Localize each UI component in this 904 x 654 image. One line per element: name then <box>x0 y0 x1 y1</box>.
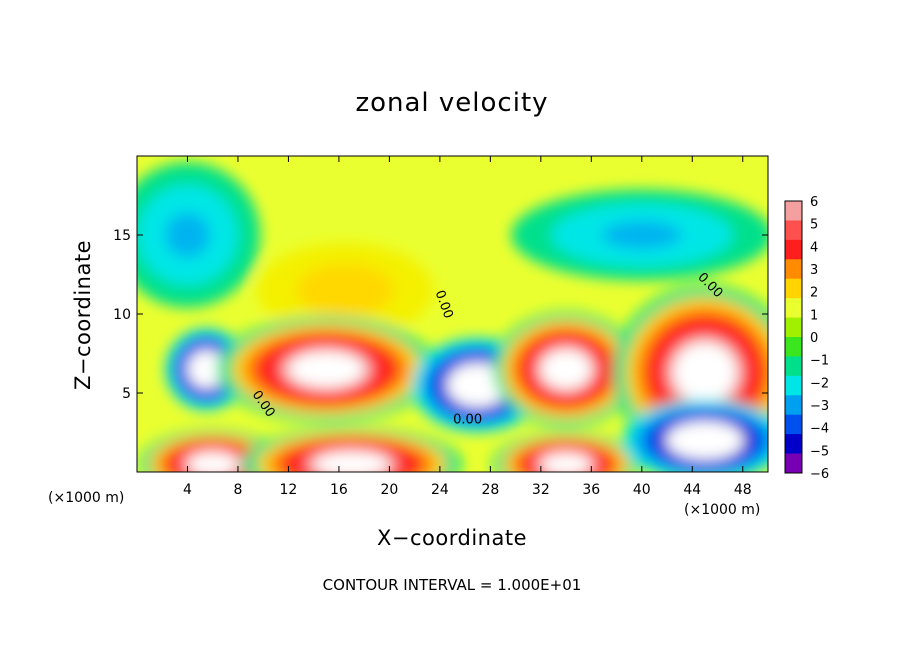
colorbar-swatch <box>785 414 802 435</box>
colorbar-swatch <box>785 337 802 357</box>
x-tick-label: 40 <box>633 482 651 498</box>
colorbar-tick-label: −1 <box>810 354 829 369</box>
x-ticks: 4 8 12 16 20 24 28 32 36 40 44 48 <box>183 156 752 498</box>
x-tick-label: 36 <box>582 482 600 498</box>
x-unit-label-left: (×1000 m) <box>48 490 125 506</box>
x-tick-label: 12 <box>280 482 298 498</box>
x-tick-label: 28 <box>481 482 499 498</box>
field-region-red <box>492 312 640 427</box>
field-region-red <box>241 427 462 472</box>
x-tick-label: 20 <box>380 482 398 498</box>
colorbar-swatch <box>785 434 802 455</box>
x-tick-label: 4 <box>183 482 192 498</box>
x-tick-label: 48 <box>734 482 752 498</box>
x-tick-label: 44 <box>683 482 701 498</box>
x-tick-label: 16 <box>330 482 348 498</box>
field-region-red <box>216 316 437 422</box>
field-region-yellow <box>256 242 434 338</box>
colorbar-tick-label: 2 <box>810 286 818 301</box>
colorbar-swatch <box>785 453 802 474</box>
colorbar-tick-label: 4 <box>810 240 818 255</box>
colorbar-tick-label: 5 <box>810 218 818 233</box>
colorbar-swatch <box>785 278 802 299</box>
colorbar-swatch <box>785 317 802 338</box>
x-axis-label: X−coordinate <box>377 526 527 550</box>
colorbar-swatch <box>785 239 802 260</box>
colorbar-swatch <box>785 298 802 319</box>
chart-title: zonal velocity <box>355 88 549 118</box>
colorbar-tick-label: 6 <box>810 195 818 210</box>
colorbar-tick-label: 0 <box>810 331 818 346</box>
colorbar-frame <box>784 200 803 474</box>
colorbar-swatch <box>785 259 802 280</box>
field-region-cyan <box>511 189 768 281</box>
colorbar-swatch <box>785 395 802 416</box>
x-tick-label: 8 <box>233 482 242 498</box>
contour-interval-note: CONTOUR INTERVAL = 1.000E+01 <box>322 576 582 594</box>
contour-label: 0.00 <box>453 412 482 427</box>
colorbar-swatch <box>785 356 802 377</box>
colorbar-tick-label: −2 <box>810 376 829 391</box>
field-region-cyan <box>137 162 261 308</box>
y-ticks: 5 10 15 <box>113 228 768 402</box>
y-tick-label: 5 <box>122 386 131 402</box>
colorbar-tick-label: −3 <box>810 399 829 414</box>
plot-area: 0.000.000.000.00 <box>136 155 769 473</box>
x-tick-label: 32 <box>532 482 550 498</box>
colorbar-tick-label: −4 <box>810 422 829 437</box>
field-region-red <box>492 432 640 472</box>
x-unit-label-right: (×1000 m) <box>684 502 761 518</box>
y-tick-label: 10 <box>113 307 131 323</box>
colorbar-tick-label: −6 <box>810 467 829 482</box>
colorbar-tick-label: 1 <box>810 308 818 323</box>
x-tick-label: 24 <box>431 482 449 498</box>
colorbar-tick-label: 3 <box>810 263 818 278</box>
y-tick-label: 15 <box>113 228 131 244</box>
colorbar-swatch <box>785 220 802 241</box>
colorbar: 6 5 4 3 2 1 0 −1 −2 −3 −4 −5 −6 <box>784 195 829 482</box>
colorbar-swatch <box>785 201 802 221</box>
colorbar-tick-label: −5 <box>810 444 829 459</box>
colorbar-swatch <box>785 375 802 396</box>
field-region-blue <box>622 399 768 472</box>
